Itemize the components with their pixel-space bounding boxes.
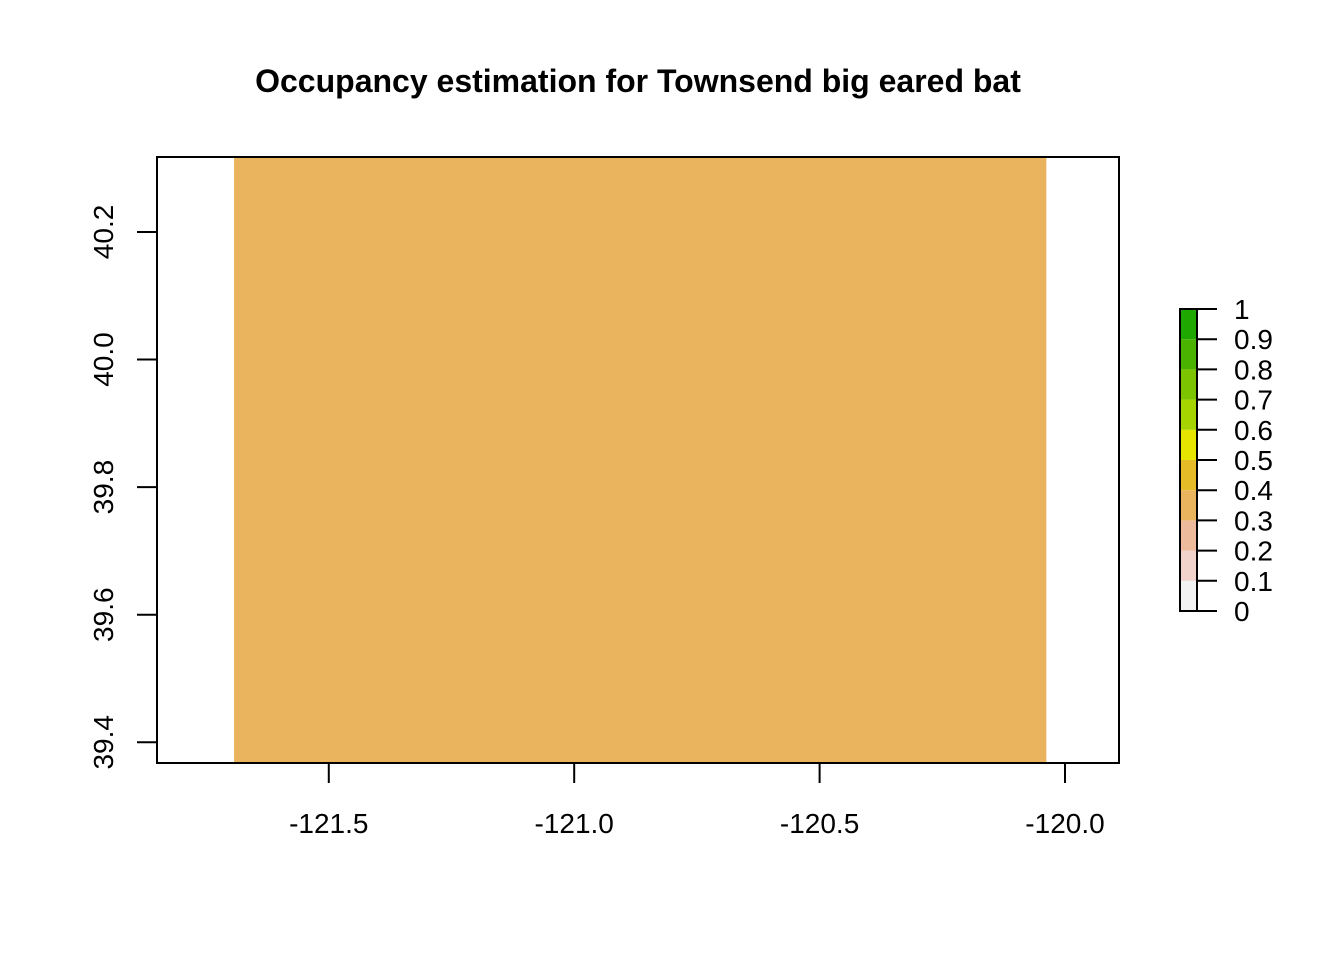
y-tick-label: 39.8 (88, 460, 119, 515)
legend-swatch (1180, 490, 1197, 521)
legend-tick-label: 0.6 (1234, 415, 1273, 446)
legend-swatch (1180, 520, 1197, 551)
y-axis: 39.4 39.6 39.8 40.0 40.2 (88, 205, 157, 770)
x-axis: -121.5 -121.0 -120.5 -120.0 (289, 763, 1105, 839)
legend-tick-label: 0.2 (1234, 536, 1273, 567)
legend-swatch (1180, 580, 1197, 611)
legend-swatch (1180, 429, 1197, 460)
legend-tick-label: 1 (1234, 294, 1250, 325)
y-tick-label: 39.6 (88, 587, 119, 642)
x-tick-label: -121.5 (289, 808, 368, 839)
legend-tick-label: 0.3 (1234, 505, 1273, 536)
legend-swatch (1180, 460, 1197, 491)
x-tick-label: -121.0 (534, 808, 613, 839)
legend-swatch (1180, 309, 1197, 340)
chart-title: Occupancy estimation for Townsend big ea… (255, 63, 1021, 99)
plot-frame (156, 156, 1120, 764)
legend-tick-label: 0.9 (1234, 324, 1273, 355)
y-tick-label: 40.0 (88, 332, 119, 387)
legend-tick-label: 0.8 (1234, 354, 1273, 385)
legend-tick-label: 0 (1234, 596, 1250, 627)
x-tick-label: -120.5 (780, 808, 859, 839)
x-tick-label: -120.0 (1025, 808, 1104, 839)
plot-area (156, 156, 1120, 764)
legend-swatch (1180, 369, 1197, 400)
legend-tick-label: 0.1 (1234, 566, 1273, 597)
color-legend: 00.10.20.30.40.50.60.70.80.91 (1179, 294, 1273, 627)
legend-tick-label: 0.7 (1234, 385, 1273, 416)
legend-swatch (1180, 550, 1197, 581)
legend-tick-label: 0.4 (1234, 475, 1273, 506)
legend-swatch (1180, 399, 1197, 430)
legend-tick-label: 0.5 (1234, 445, 1273, 476)
y-tick-label: 39.4 (88, 715, 119, 770)
raster-cell (234, 157, 1047, 763)
y-tick-label: 40.2 (88, 205, 119, 260)
legend-swatch (1180, 339, 1197, 370)
